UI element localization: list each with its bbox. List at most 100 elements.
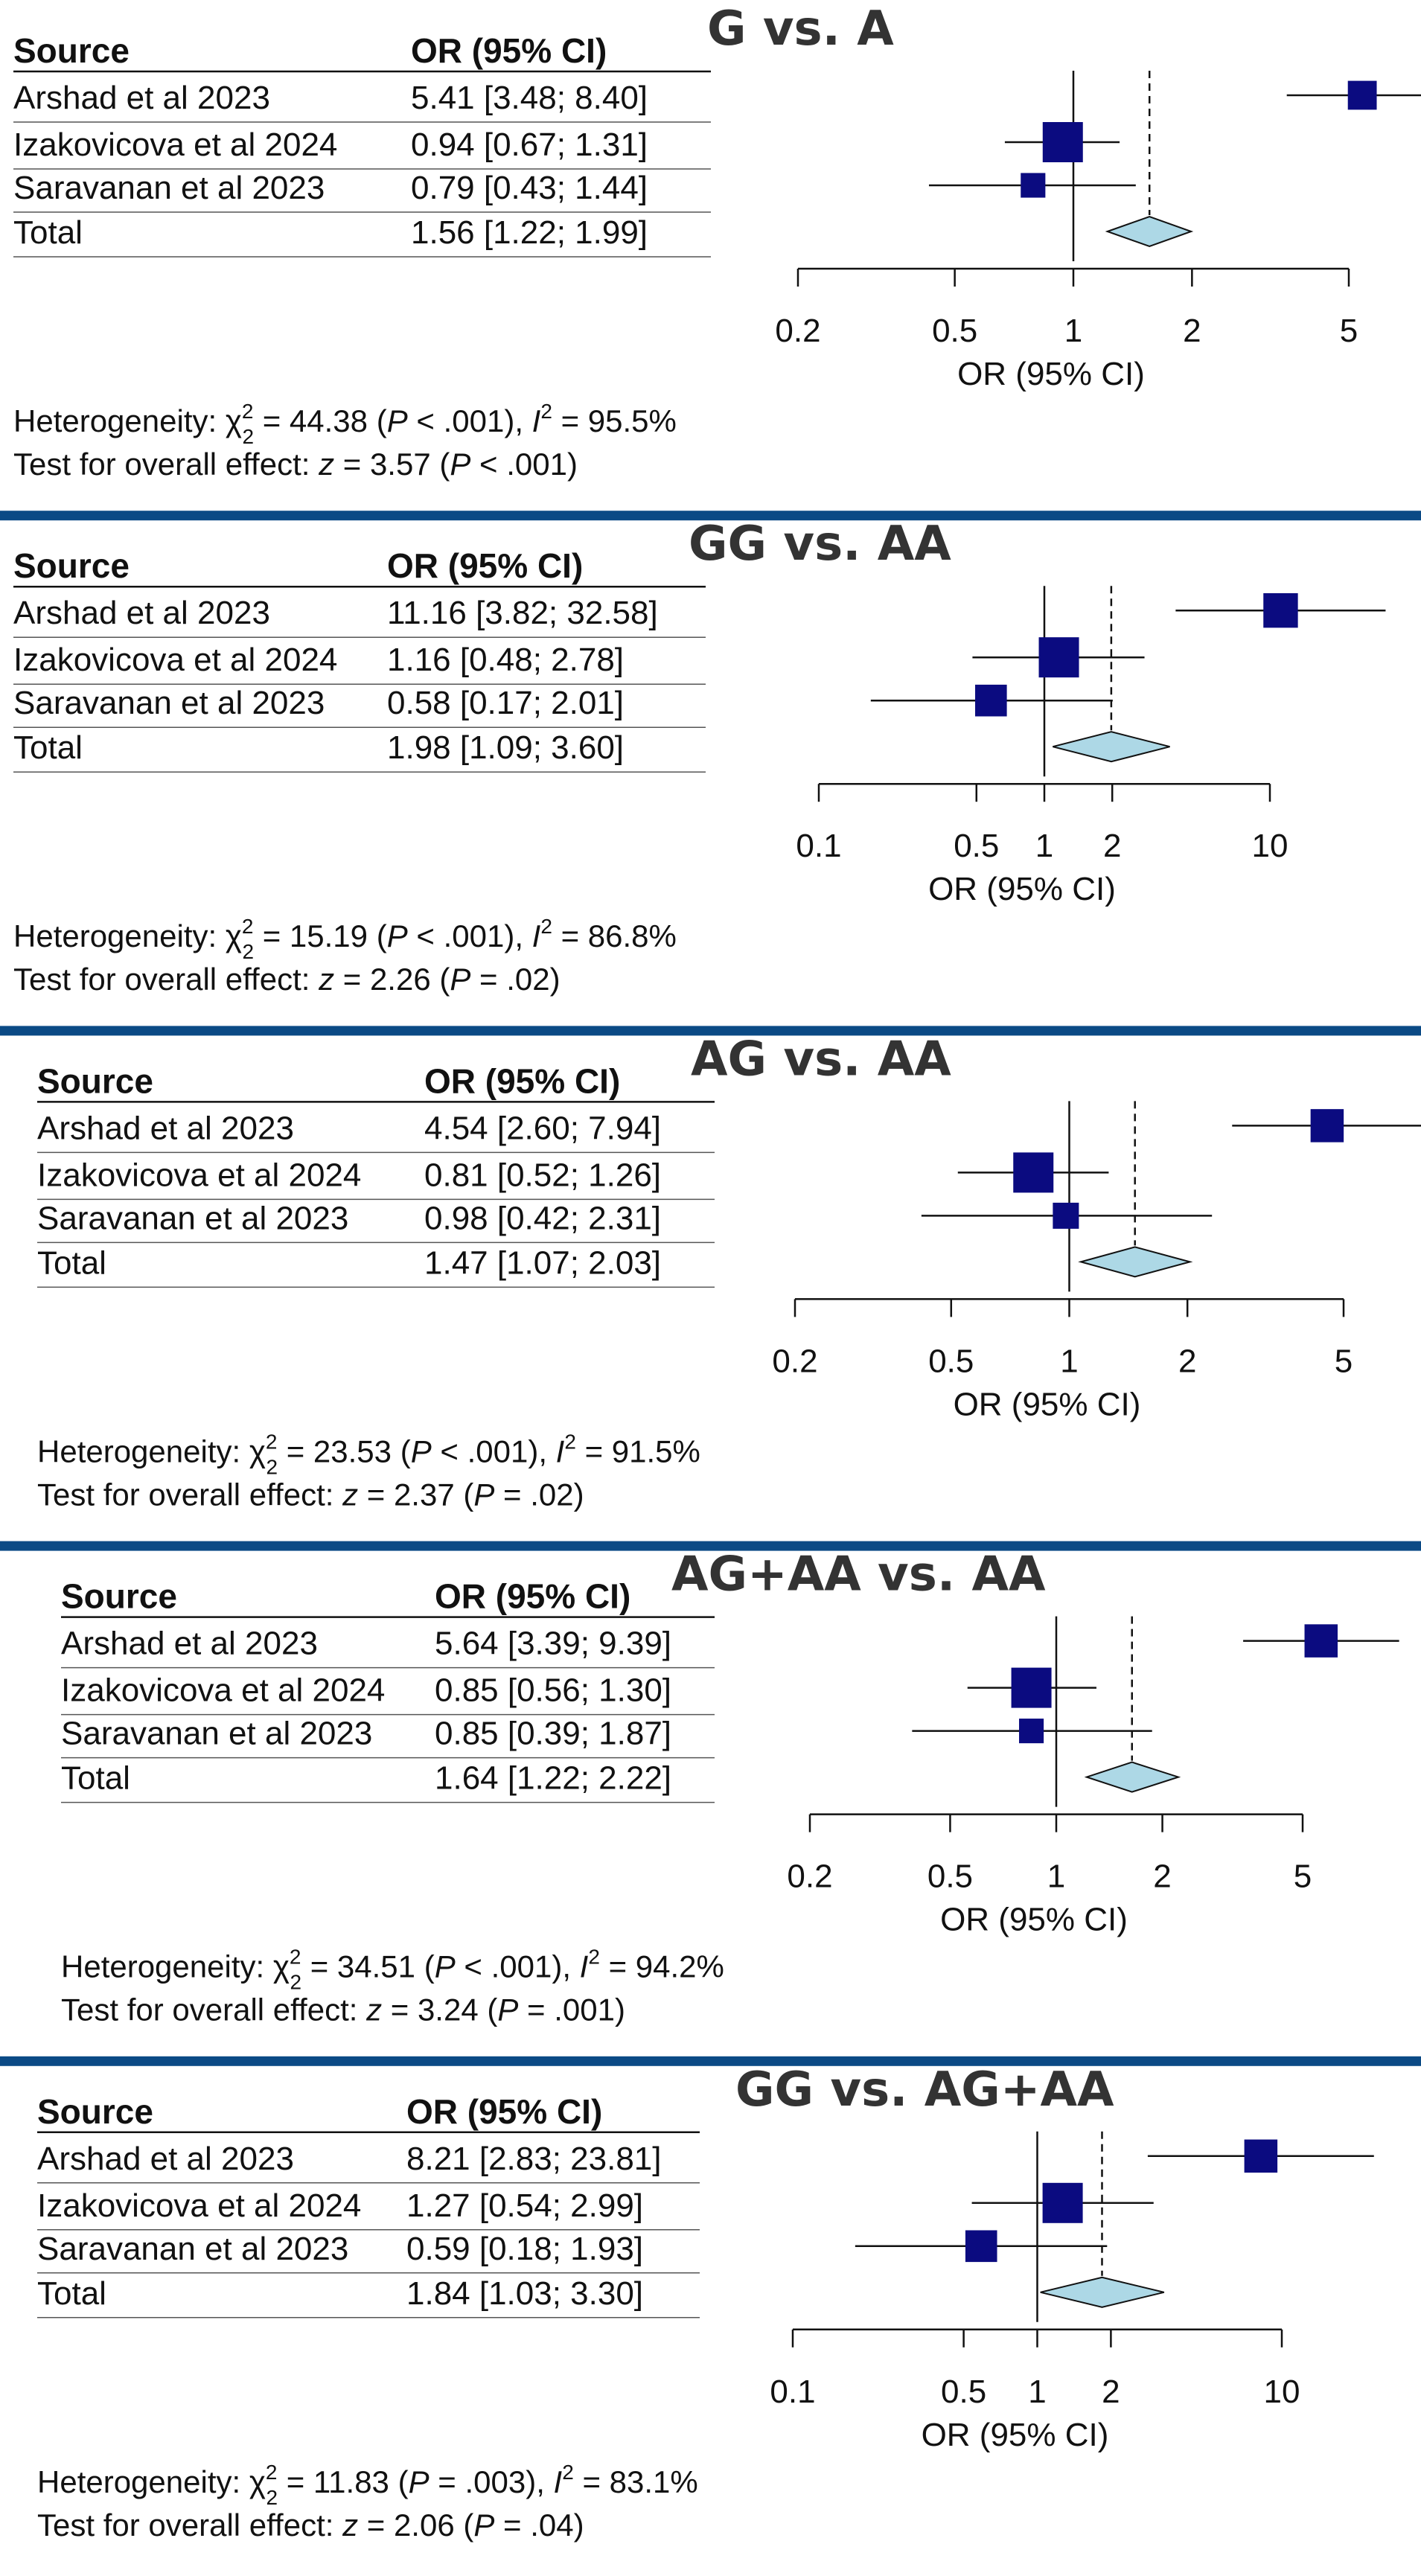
x-axis-label: OR (95% CI) xyxy=(928,871,1116,907)
study-square xyxy=(1021,173,1046,198)
heterogeneity-p: < .001 xyxy=(416,403,504,438)
x-tick-label: 0.5 xyxy=(941,2374,986,2410)
study-name: Saravanan et al 2023 xyxy=(13,685,325,721)
study-square xyxy=(975,684,1007,717)
chi2-value: 15.19 xyxy=(290,918,368,953)
x-tick-label: 0.5 xyxy=(932,313,977,349)
header-or-ci: OR (95% CI) xyxy=(435,1577,630,1616)
x-tick-label: 2 xyxy=(1153,1859,1171,1895)
z-value: 2.37 xyxy=(394,1477,455,1512)
heterogeneity-text: Heterogeneity: χ2 2 = 23.53 (P < .001), I… xyxy=(37,1430,700,1478)
study-square xyxy=(1038,637,1079,678)
chi2-value: 23.53 xyxy=(313,1434,392,1468)
total-ci: 1.98 [1.09; 3.60] xyxy=(387,729,624,766)
z-value: 2.26 xyxy=(370,962,431,997)
study-ci: 0.59 [0.18; 1.93] xyxy=(406,2231,643,2267)
study-name: Arshad et al 2023 xyxy=(37,1110,294,1146)
panel-separator xyxy=(0,511,1421,521)
x-tick-label: 0.2 xyxy=(787,1859,832,1895)
study-ci: 0.98 [0.42; 2.31] xyxy=(424,1200,661,1236)
study-ci: 1.16 [0.48; 2.78] xyxy=(387,642,624,678)
study-square xyxy=(1304,1624,1338,1658)
forest-panel-1: G vs. A Source OR (95% CI) Arshad et al 202… xyxy=(13,1,1421,482)
study-square xyxy=(1310,1109,1344,1142)
x-tick-label: 0.5 xyxy=(954,828,999,864)
header-source: Source xyxy=(61,1577,177,1616)
header-or-ci: OR (95% CI) xyxy=(406,2092,602,2131)
total-label: Total xyxy=(61,1760,130,1797)
overall-effect-text: Test for overall effect: z = 3.24 (P = .… xyxy=(61,1992,625,2027)
panel-separator xyxy=(0,1026,1421,1036)
x-tick-label: 0.2 xyxy=(772,1343,817,1379)
study-ci: 1.27 [0.54; 2.99] xyxy=(406,2187,643,2224)
study-ci: 0.79 [0.43; 1.44] xyxy=(411,170,648,206)
study-square xyxy=(1042,2182,1083,2223)
x-axis-label: OR (95% CI) xyxy=(954,1386,1141,1422)
study-name: Arshad et al 2023 xyxy=(13,595,270,631)
panel-title: G vs. A xyxy=(707,1,894,57)
panel-separator xyxy=(0,1541,1421,1551)
x-tick-label: 10 xyxy=(1264,2374,1300,2410)
total-label: Total xyxy=(37,2275,106,2312)
study-ci: 4.54 [2.60; 7.94] xyxy=(424,1110,661,1146)
study-ci: 5.41 [3.48; 8.40] xyxy=(411,80,648,116)
header-or-ci: OR (95% CI) xyxy=(411,31,607,70)
i2-value: 86.8% xyxy=(588,918,677,953)
study-name: Arshad et al 2023 xyxy=(61,1626,318,1662)
study-name: Saravanan et al 2023 xyxy=(37,2231,348,2267)
study-square xyxy=(1042,122,1083,162)
overall-effect-text: Test for overall effect: z = 2.06 (P = .… xyxy=(37,2508,584,2543)
overall-p: = .04 xyxy=(503,2508,574,2543)
pooled-diamond xyxy=(1053,731,1170,763)
overall-effect-text: Test for overall effect: z = 2.26 (P = .… xyxy=(13,962,561,997)
heterogeneity-p: < .001 xyxy=(416,918,504,953)
chi2-df: 2 xyxy=(242,425,254,448)
study-name: Saravanan et al 2023 xyxy=(37,1200,348,1236)
heterogeneity-text: Heterogeneity: χ2 2 = 44.38 (P < .001), I… xyxy=(13,400,677,448)
study-name: Saravanan et al 2023 xyxy=(61,1716,372,1752)
total-label: Total xyxy=(13,214,83,251)
study-name: Izakovicova et al 2024 xyxy=(13,642,337,678)
overall-p: < .001 xyxy=(479,447,567,482)
heterogeneity-p: < .001 xyxy=(464,1949,552,1984)
study-square xyxy=(1013,1152,1054,1193)
study-name: Arshad et al 2023 xyxy=(37,2141,294,2177)
heterogeneity-p: < .001 xyxy=(440,1434,528,1468)
z-value: 2.06 xyxy=(394,2508,455,2543)
x-tick-label: 2 xyxy=(1102,2374,1120,2410)
header-or-ci: OR (95% CI) xyxy=(424,1061,620,1100)
x-tick-label: 0.5 xyxy=(928,1343,974,1379)
i2-value: 83.1% xyxy=(610,2464,698,2499)
chi2-df: 2 xyxy=(266,1455,278,1478)
x-tick-label: 1 xyxy=(1047,1859,1065,1895)
chi2-df: 2 xyxy=(242,940,254,963)
panel-title: AG vs. AA xyxy=(691,1032,951,1087)
header-or-ci: OR (95% CI) xyxy=(387,546,583,585)
study-name: Saravanan et al 2023 xyxy=(13,170,325,206)
header-source: Source xyxy=(13,31,130,70)
pooled-diamond xyxy=(1078,1246,1193,1278)
study-ci: 0.58 [0.17; 2.01] xyxy=(387,685,624,721)
forest-panel-3: AG vs. AA Source OR (95% CI) Arshad et al 2… xyxy=(37,1032,1421,1512)
total-ci: 1.64 [1.22; 2.22] xyxy=(435,1760,671,1797)
study-square xyxy=(1019,1719,1044,1744)
x-tick-label: 1 xyxy=(1035,828,1053,864)
study-name: Izakovicova et al 2024 xyxy=(61,1672,385,1709)
study-square xyxy=(1347,80,1377,110)
total-ci: 1.84 [1.03; 3.30] xyxy=(406,2275,643,2312)
overall-effect-text: Test for overall effect: z = 3.57 (P < .… xyxy=(13,447,578,482)
forest-panel-2: GG vs. AA Source OR (95% CI) Arshad et al 2… xyxy=(13,517,1386,997)
i2-value: 95.5% xyxy=(588,403,677,438)
total-label: Total xyxy=(13,729,83,766)
study-ci: 0.85 [0.39; 1.87] xyxy=(435,1716,671,1752)
forest-panel-4: AG+AA vs. AA Source OR (95% CI) Arshad et a… xyxy=(61,1547,1399,2027)
x-axis-label: OR (95% CI) xyxy=(940,1902,1128,1938)
x-tick-label: 2 xyxy=(1103,828,1121,864)
study-square xyxy=(965,2230,997,2263)
x-axis-label: OR (95% CI) xyxy=(922,2417,1109,2453)
x-tick-label: 1 xyxy=(1064,313,1082,349)
heterogeneity-text: Heterogeneity: χ2 2 = 11.83 (P = .003), I… xyxy=(37,2461,698,2509)
heterogeneity-p: = .003 xyxy=(438,2464,526,2499)
study-square xyxy=(1053,1202,1079,1229)
